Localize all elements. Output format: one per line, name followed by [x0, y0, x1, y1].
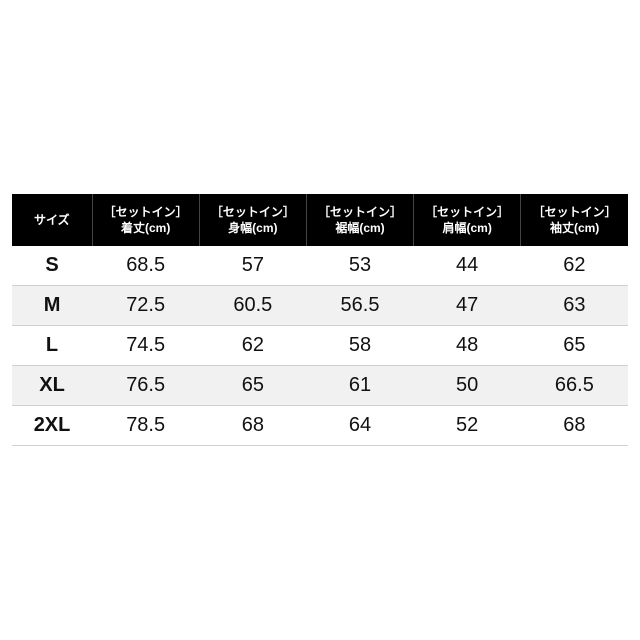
- cell-value: 61: [306, 366, 413, 406]
- col-header-top: ［セットイン］: [525, 204, 624, 220]
- table-header: サイズ ［セットイン］ 着丈(cm) ［セットイン］ 身幅(cm) ［セットイン…: [12, 194, 628, 246]
- table-row: L 74.5 62 58 48 65: [12, 326, 628, 366]
- cell-value: 63: [521, 286, 628, 326]
- cell-value: 57: [199, 246, 306, 286]
- table-row: M 72.5 60.5 56.5 47 63: [12, 286, 628, 326]
- table-row: S 68.5 57 53 44 62: [12, 246, 628, 286]
- cell-size: L: [12, 326, 92, 366]
- table-row: XL 76.5 65 61 50 66.5: [12, 366, 628, 406]
- cell-value: 66.5: [521, 366, 628, 406]
- cell-value: 52: [414, 406, 521, 446]
- cell-size: M: [12, 286, 92, 326]
- cell-value: 62: [521, 246, 628, 286]
- col-header-bottom: 袖丈(cm): [525, 220, 624, 236]
- col-header-bottom: 裾幅(cm): [311, 220, 409, 236]
- cell-value: 62: [199, 326, 306, 366]
- col-header-susohaba: ［セットイン］ 裾幅(cm): [306, 194, 413, 246]
- cell-value: 78.5: [92, 406, 199, 446]
- col-header-sodetake: ［セットイン］ 袖丈(cm): [521, 194, 628, 246]
- col-header-kitake: ［セットイン］ 着丈(cm): [92, 194, 199, 246]
- cell-value: 60.5: [199, 286, 306, 326]
- table-body: S 68.5 57 53 44 62 M 72.5 60.5 56.5 47 6…: [12, 246, 628, 446]
- col-header-top: ［セットイン］: [97, 204, 195, 220]
- cell-value: 68: [199, 406, 306, 446]
- col-header-katahaba: ［セットイン］ 肩幅(cm): [414, 194, 521, 246]
- cell-size: XL: [12, 366, 92, 406]
- cell-value: 65: [199, 366, 306, 406]
- cell-value: 58: [306, 326, 413, 366]
- col-header-bottom: 身幅(cm): [204, 220, 302, 236]
- col-header-size: サイズ: [12, 194, 92, 246]
- cell-value: 76.5: [92, 366, 199, 406]
- col-header-label: サイズ: [34, 213, 70, 227]
- cell-value: 72.5: [92, 286, 199, 326]
- table-row: 2XL 78.5 68 64 52 68: [12, 406, 628, 446]
- cell-value: 74.5: [92, 326, 199, 366]
- size-table-container: サイズ ［セットイン］ 着丈(cm) ［セットイン］ 身幅(cm) ［セットイン…: [0, 194, 640, 446]
- cell-value: 47: [414, 286, 521, 326]
- cell-value: 64: [306, 406, 413, 446]
- cell-value: 65: [521, 326, 628, 366]
- col-header-mihaba: ［セットイン］ 身幅(cm): [199, 194, 306, 246]
- col-header-top: ［セットイン］: [204, 204, 302, 220]
- col-header-top: ［セットイン］: [418, 204, 516, 220]
- cell-value: 68: [521, 406, 628, 446]
- size-table: サイズ ［セットイン］ 着丈(cm) ［セットイン］ 身幅(cm) ［セットイン…: [12, 194, 628, 446]
- cell-size: S: [12, 246, 92, 286]
- cell-value: 53: [306, 246, 413, 286]
- cell-value: 68.5: [92, 246, 199, 286]
- cell-value: 50: [414, 366, 521, 406]
- cell-value: 44: [414, 246, 521, 286]
- cell-size: 2XL: [12, 406, 92, 446]
- col-header-top: ［セットイン］: [311, 204, 409, 220]
- cell-value: 48: [414, 326, 521, 366]
- col-header-bottom: 着丈(cm): [97, 220, 195, 236]
- col-header-bottom: 肩幅(cm): [418, 220, 516, 236]
- cell-value: 56.5: [306, 286, 413, 326]
